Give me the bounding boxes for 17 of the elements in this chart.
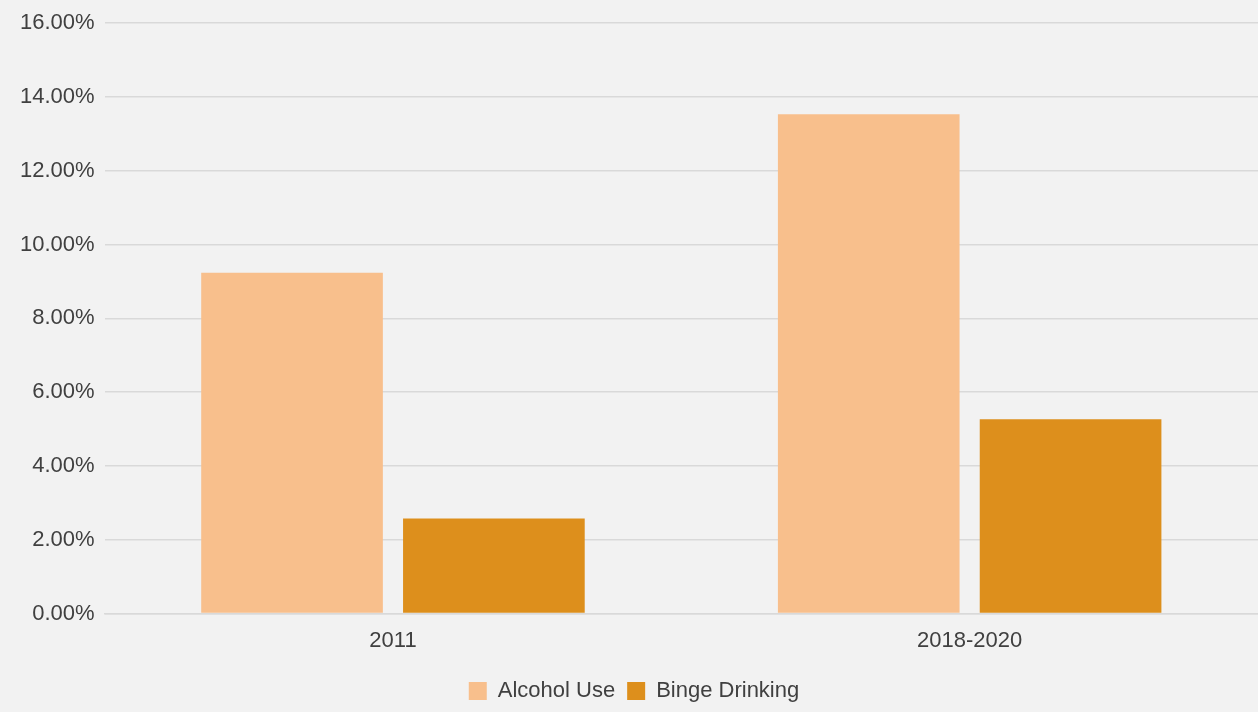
y-tick-label: 0.00% bbox=[32, 599, 95, 625]
legend-label: Binge Drinking bbox=[656, 677, 800, 703]
x-tick-label: 2018-2020 bbox=[917, 626, 1023, 652]
y-tick-label: 6.00% bbox=[32, 378, 95, 404]
y-tick-label: 12.00% bbox=[19, 156, 95, 182]
y-tick-label: 14.00% bbox=[19, 83, 95, 109]
y-tick-label: 4.00% bbox=[32, 452, 95, 478]
bar bbox=[403, 518, 585, 613]
y-tick-label: 10.00% bbox=[19, 230, 95, 256]
y-tick-label: 8.00% bbox=[32, 304, 95, 330]
bar bbox=[979, 419, 1162, 613]
bar bbox=[201, 272, 383, 613]
y-tick-label: 2.00% bbox=[32, 525, 95, 551]
x-tick-label: 2011 bbox=[369, 626, 417, 652]
legend-label: Alcohol Use bbox=[497, 677, 616, 703]
y-tick-label: 16.00% bbox=[19, 9, 95, 35]
bar bbox=[777, 114, 960, 613]
